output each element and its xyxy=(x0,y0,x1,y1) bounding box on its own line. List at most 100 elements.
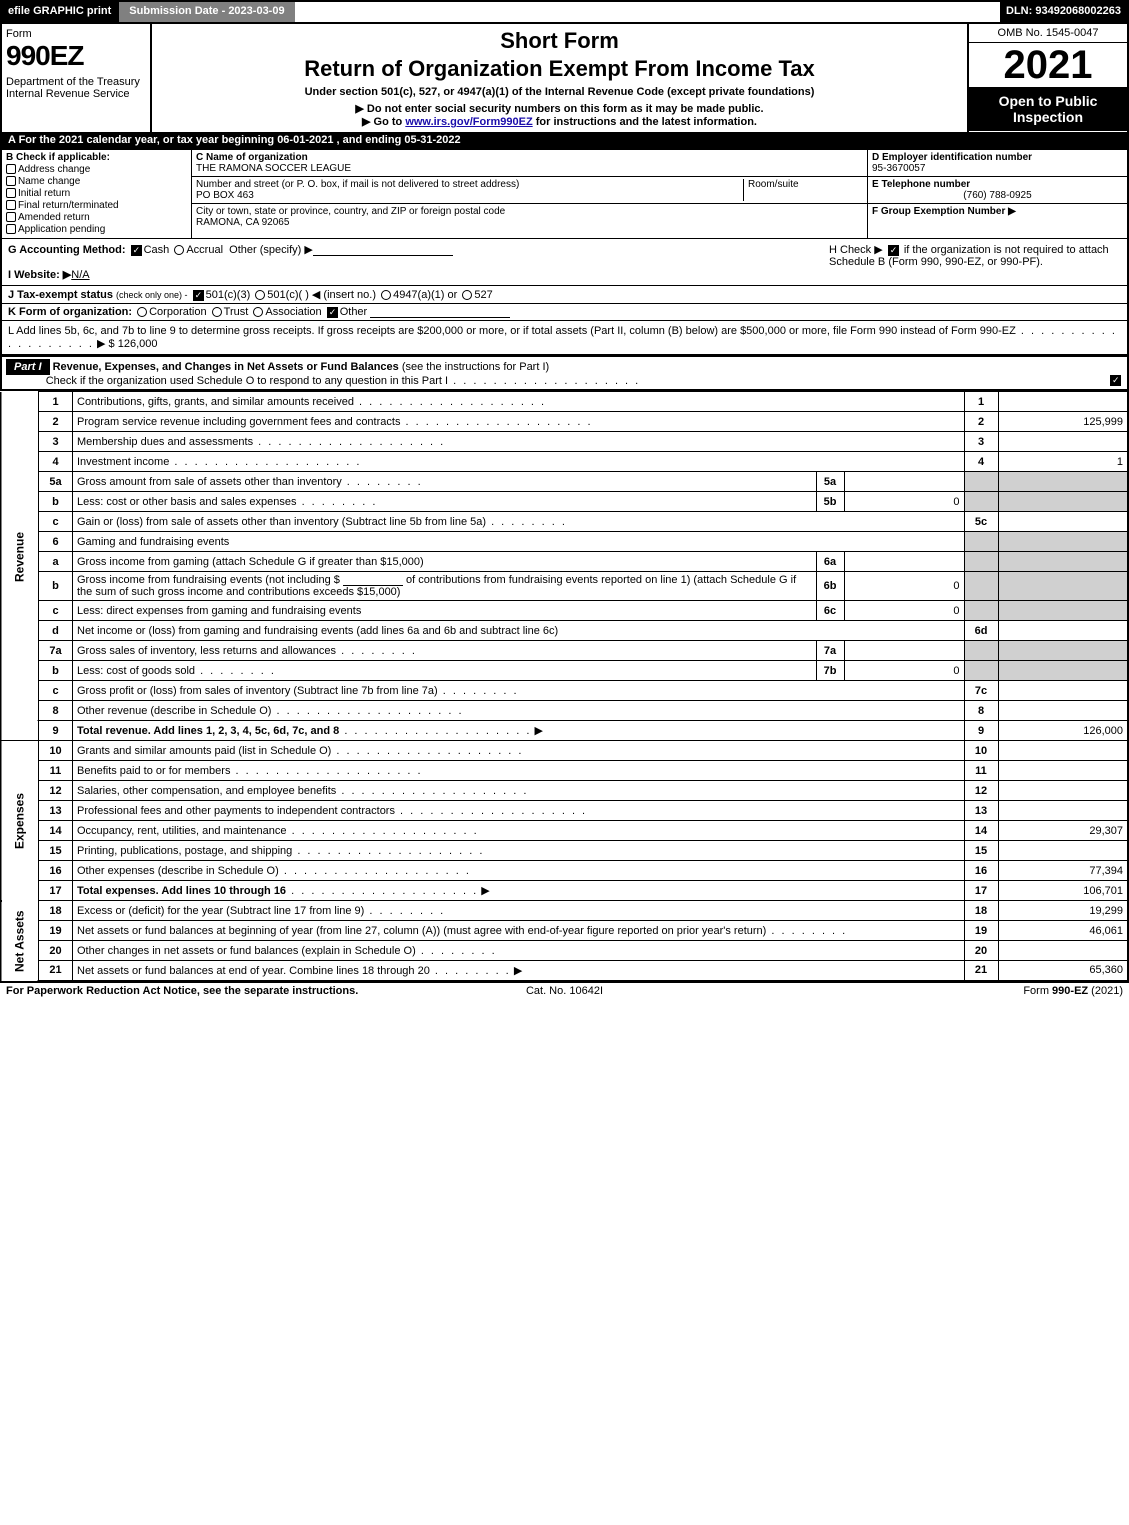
tel-label: E Telephone number xyxy=(872,179,970,190)
line-num: 3 xyxy=(39,432,73,452)
line-amt: 77,394 xyxy=(998,861,1128,881)
line-amt: 65,360 xyxy=(998,961,1128,981)
line-box: 14 xyxy=(964,821,998,841)
g-label: G Accounting Method: xyxy=(8,244,126,256)
chk-label: Final return/terminated xyxy=(18,200,119,211)
chk-application-pending[interactable]: Application pending xyxy=(6,224,187,235)
ein-label: D Employer identification number xyxy=(872,152,1032,163)
line-subamt xyxy=(844,641,964,661)
line-num: 12 xyxy=(39,781,73,801)
line-4: 4 Investment income 4 1 xyxy=(1,452,1128,472)
cash-checkbox[interactable] xyxy=(131,245,142,256)
chk-initial-return[interactable]: Initial return xyxy=(6,188,187,199)
line-desc: Professional fees and other payments to … xyxy=(77,805,587,817)
chk-final-return[interactable]: Final return/terminated xyxy=(6,200,187,211)
line-15: 15 Printing, publications, postage, and … xyxy=(1,841,1128,861)
shade-cell xyxy=(998,601,1128,621)
j-note: (check only one) - xyxy=(116,290,188,300)
dept-label: Department of the Treasury Internal Reve… xyxy=(6,76,146,100)
j-527-checkbox[interactable] xyxy=(462,290,472,300)
part-i-checkbox[interactable] xyxy=(1110,375,1121,386)
header-center: Short Form Return of Organization Exempt… xyxy=(152,24,967,132)
open-to-public: Open to Public Inspection xyxy=(969,87,1127,131)
shade-cell xyxy=(964,661,998,681)
line-amt: 106,701 xyxy=(998,881,1128,901)
irs-link[interactable]: www.irs.gov/Form990EZ xyxy=(405,116,532,128)
line-num: 2 xyxy=(39,412,73,432)
line-20: 20 Other changes in net assets or fund b… xyxy=(1,941,1128,961)
line-amt xyxy=(998,781,1128,801)
chk-label: Initial return xyxy=(18,188,70,199)
k-other-checkbox[interactable] xyxy=(327,307,338,318)
part-i-check-text: Check if the organization used Schedule … xyxy=(46,375,448,387)
k-o3: Association xyxy=(265,306,321,318)
name-label: C Name of organization xyxy=(196,152,308,163)
line-num: a xyxy=(39,552,73,572)
part-i-badge: Part I xyxy=(6,359,50,375)
h-checkbox[interactable] xyxy=(888,245,899,256)
line-box: 3 xyxy=(964,432,998,452)
j-o3: 4947(a)(1) or xyxy=(393,289,457,301)
other-blank xyxy=(313,255,453,256)
line-amt: 126,000 xyxy=(998,721,1128,741)
line-amt xyxy=(998,392,1128,412)
subtitle: Under section 501(c), 527, or 4947(a)(1)… xyxy=(160,86,959,98)
line-desc: Excess or (deficit) for the year (Subtra… xyxy=(77,905,445,917)
goto-pre: ▶ Go to xyxy=(362,116,405,128)
line-subamt: 0 xyxy=(844,572,964,601)
j-501c3-checkbox[interactable] xyxy=(193,290,204,301)
chk-name-change[interactable]: Name change xyxy=(6,176,187,187)
k-trust-checkbox[interactable] xyxy=(212,307,222,317)
shade-cell xyxy=(998,552,1128,572)
row-g-h: G Accounting Method: Cash Accrual Other … xyxy=(0,239,1129,286)
line-num: 10 xyxy=(39,741,73,761)
shade-cell xyxy=(964,552,998,572)
i-label: I Website: ▶ xyxy=(8,269,71,281)
line-6d: d Net income or (loss) from gaming and f… xyxy=(1,621,1128,641)
line-num: 6 xyxy=(39,532,73,552)
line-amt: 125,999 xyxy=(998,412,1128,432)
line-7a: 7a Gross sales of inventory, less return… xyxy=(1,641,1128,661)
k-corp-checkbox[interactable] xyxy=(137,307,147,317)
section-a-year: A For the 2021 calendar year, or tax yea… xyxy=(0,132,1129,150)
shade-cell xyxy=(964,532,998,552)
line-desc: Gaming and fundraising events xyxy=(73,532,965,552)
line-box: 9 xyxy=(964,721,998,741)
j-4947-checkbox[interactable] xyxy=(381,290,391,300)
chk-amended-return[interactable]: Amended return xyxy=(6,212,187,223)
spacer-cell xyxy=(1,721,39,741)
k-assoc-checkbox[interactable] xyxy=(253,307,263,317)
tel-value: (760) 788-0925 xyxy=(872,190,1123,201)
line-desc: Contributions, gifts, grants, and simila… xyxy=(77,396,546,408)
line-8: 8 Other revenue (describe in Schedule O)… xyxy=(1,701,1128,721)
line-amt xyxy=(998,841,1128,861)
line-amt: 19,299 xyxy=(998,901,1128,921)
line-amt: 1 xyxy=(998,452,1128,472)
line-subnum: 7b xyxy=(816,661,844,681)
line-num: c xyxy=(39,601,73,621)
line-box: 5c xyxy=(964,512,998,532)
j-501c-checkbox[interactable] xyxy=(255,290,265,300)
k-o2: Trust xyxy=(224,306,249,318)
part-i-header: Part I Revenue, Expenses, and Changes in… xyxy=(0,356,1129,391)
part-i-table: Revenue 1 Contributions, gifts, grants, … xyxy=(0,391,1129,982)
line-num: 15 xyxy=(39,841,73,861)
line-box: 21 xyxy=(964,961,998,981)
k-o4: Other xyxy=(340,306,368,318)
line-num: 13 xyxy=(39,801,73,821)
line-box: 4 xyxy=(964,452,998,472)
accrual-checkbox[interactable] xyxy=(174,245,184,255)
line-num: 11 xyxy=(39,761,73,781)
line-subamt: 0 xyxy=(844,661,964,681)
efile-label[interactable]: efile GRAPHIC print xyxy=(2,2,117,22)
chk-address-change[interactable]: Address change xyxy=(6,164,187,175)
group-exemption-label: F Group Exemption Number ▶ xyxy=(872,206,1016,217)
line-desc: Salaries, other compensation, and employ… xyxy=(77,785,528,797)
line-num: d xyxy=(39,621,73,641)
k-other-blank xyxy=(370,317,510,318)
line-box: 1 xyxy=(964,392,998,412)
line-box: 6d xyxy=(964,621,998,641)
line-subamt: 0 xyxy=(844,601,964,621)
line-desc: Less: cost of goods sold xyxy=(77,665,276,677)
line-box: 7c xyxy=(964,681,998,701)
